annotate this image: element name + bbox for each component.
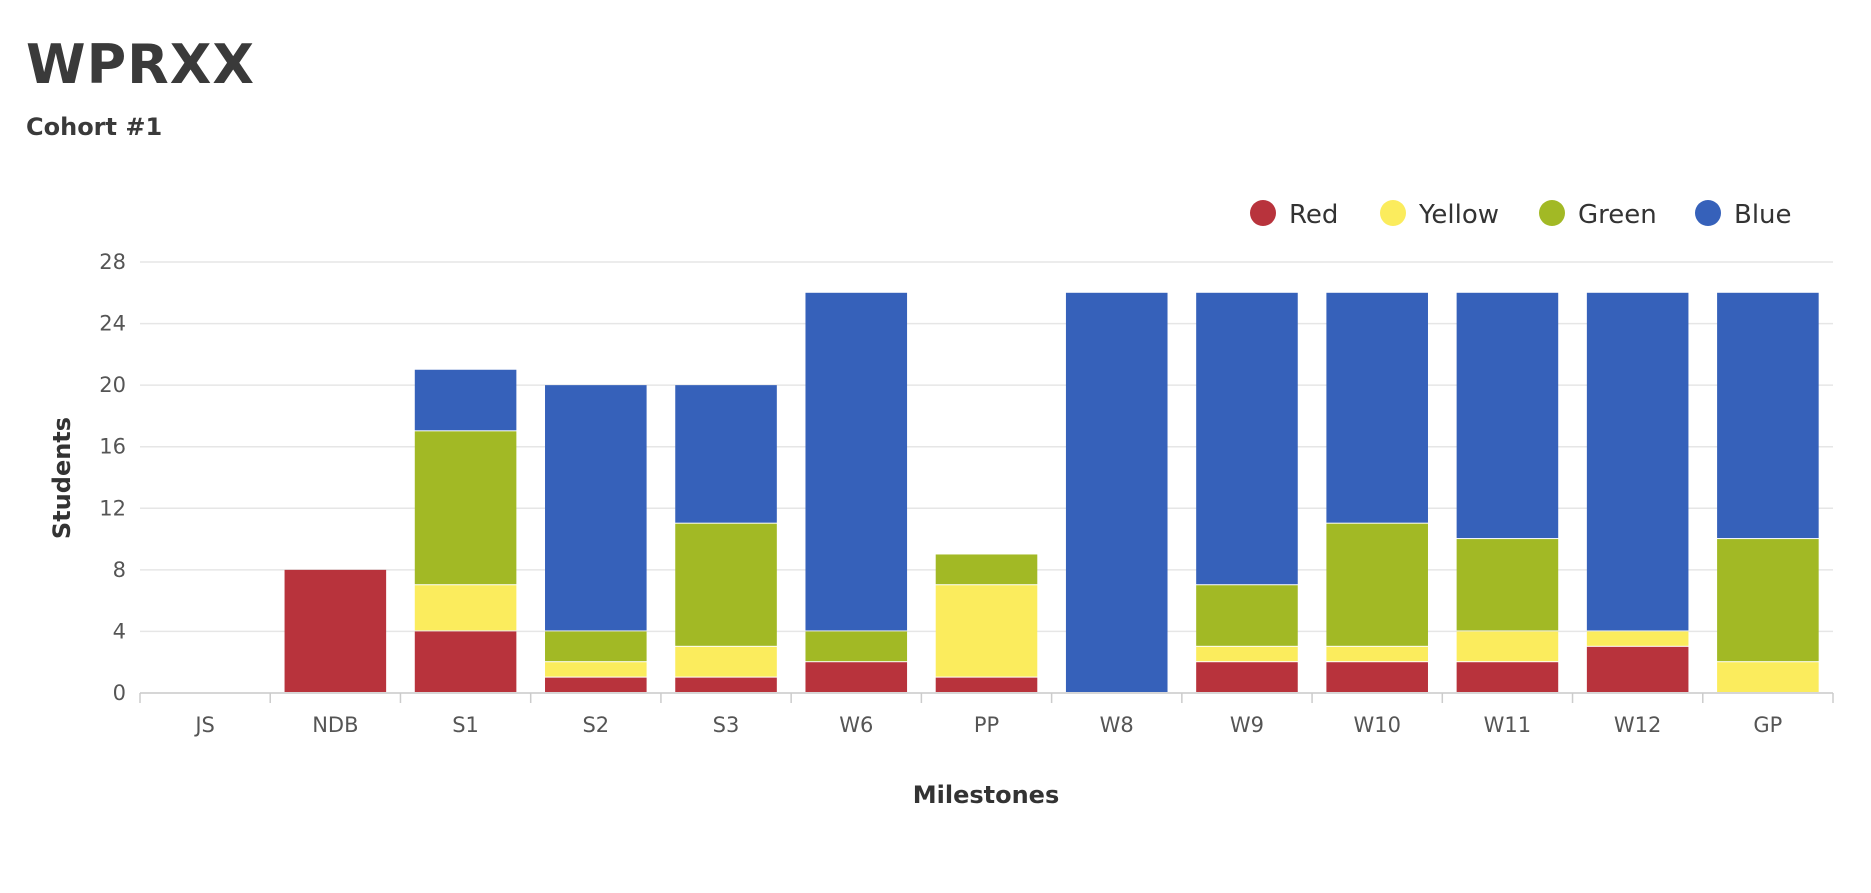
bar-segment-red[interactable] [1196, 662, 1298, 692]
bar-segment-red[interactable] [284, 569, 387, 692]
bar-segment-yellow[interactable] [675, 646, 777, 677]
bar-segment-blue[interactable] [1456, 292, 1559, 539]
x-tick-label: W8 [1100, 713, 1134, 737]
bar-segment-red[interactable] [414, 631, 517, 692]
bar-segment-green[interactable] [1326, 523, 1428, 646]
bar-segment-green[interactable] [1456, 539, 1559, 631]
legend-swatch [1539, 200, 1565, 226]
axes: 0 4 8 12 16 20 24 28 JS NDB S1 S2 S3 W6 PP W8 W9 W10 W11 W1… [99, 250, 1834, 737]
bar-segment-blue[interactable] [1586, 292, 1689, 631]
y-tick-label: 12 [99, 496, 126, 520]
bar-stacks [284, 292, 1819, 692]
x-tick-label: GP [1753, 713, 1782, 737]
y-tick-label: 20 [99, 373, 126, 397]
x-tick-label: W6 [839, 713, 873, 737]
bar-segment-blue[interactable] [545, 385, 647, 631]
x-tick-label: W9 [1230, 713, 1264, 737]
bar-segment-red[interactable] [675, 677, 777, 692]
bar-segment-green[interactable] [805, 631, 908, 662]
bar-segment-yellow[interactable] [1586, 631, 1689, 646]
bar-segment-blue[interactable] [1196, 292, 1298, 585]
x-tick-label: NDB [312, 713, 358, 737]
legend-item-blue[interactable]: Blue [1695, 200, 1792, 230]
chart-title: WPRXX [26, 33, 255, 96]
y-tick-label: 16 [99, 435, 126, 459]
chart-subtitle: Cohort #1 [26, 113, 163, 141]
x-tick-label: JS [193, 713, 215, 737]
y-tick-label: 24 [99, 312, 126, 336]
x-tick-label: PP [974, 713, 999, 737]
legend-item-green[interactable]: Green [1539, 200, 1657, 230]
x-tick-label: W10 [1353, 713, 1401, 737]
bar-segment-yellow[interactable] [545, 662, 647, 677]
bar-segment-green[interactable] [935, 554, 1038, 585]
bar-segment-red[interactable] [1326, 662, 1428, 692]
bar-segment-yellow[interactable] [1196, 646, 1298, 662]
bar-segment-yellow[interactable] [1326, 646, 1428, 662]
bar-segment-blue[interactable] [1717, 292, 1819, 539]
x-tick-label: W12 [1614, 713, 1662, 737]
legend-swatch [1695, 200, 1721, 226]
y-tick-label: 4 [113, 619, 126, 643]
x-tick-label: S1 [452, 713, 479, 737]
legend-swatch [1250, 200, 1276, 226]
bar-segment-yellow[interactable] [414, 585, 517, 631]
bar-segment-red[interactable] [1456, 662, 1559, 692]
legend-item-yellow[interactable]: Yellow [1380, 200, 1499, 230]
bar-segment-blue[interactable] [675, 385, 777, 523]
legend-label: Red [1289, 200, 1338, 230]
legend-label: Blue [1734, 200, 1792, 230]
x-tick-label: S2 [582, 713, 609, 737]
bar-segment-yellow[interactable] [935, 585, 1038, 677]
bar-segment-green[interactable] [1717, 539, 1819, 662]
y-axis-title: Students [48, 417, 76, 539]
bar-segment-green[interactable] [1196, 585, 1298, 646]
legend: Red Yellow Green Blue [1250, 200, 1792, 230]
x-tick-label: W11 [1484, 713, 1532, 737]
bar-segment-red[interactable] [545, 677, 647, 692]
bar-segment-red[interactable] [805, 662, 908, 692]
bar-segment-green[interactable] [545, 631, 647, 662]
bar-segment-yellow[interactable] [1717, 662, 1819, 692]
bar-segment-blue[interactable] [414, 369, 517, 431]
legend-label: Yellow [1418, 200, 1499, 230]
bar-segment-green[interactable] [414, 431, 517, 585]
bar-segment-red[interactable] [1586, 646, 1689, 692]
bar-segment-green[interactable] [675, 523, 777, 646]
x-axis-title: Milestones [913, 781, 1060, 809]
legend-label: Green [1578, 200, 1657, 230]
y-tick-label: 8 [113, 558, 126, 582]
bar-segment-blue[interactable] [805, 292, 908, 631]
bar-segment-yellow[interactable] [1456, 631, 1559, 662]
bar-segment-blue[interactable] [1065, 292, 1168, 692]
x-tick-label: S3 [713, 713, 740, 737]
bar-segment-red[interactable] [935, 677, 1038, 692]
y-tick-label: 28 [99, 250, 126, 274]
bar-segment-blue[interactable] [1326, 292, 1428, 523]
y-tick-label: 0 [113, 681, 126, 705]
legend-swatch [1380, 200, 1406, 226]
legend-item-red[interactable]: Red [1250, 200, 1338, 230]
